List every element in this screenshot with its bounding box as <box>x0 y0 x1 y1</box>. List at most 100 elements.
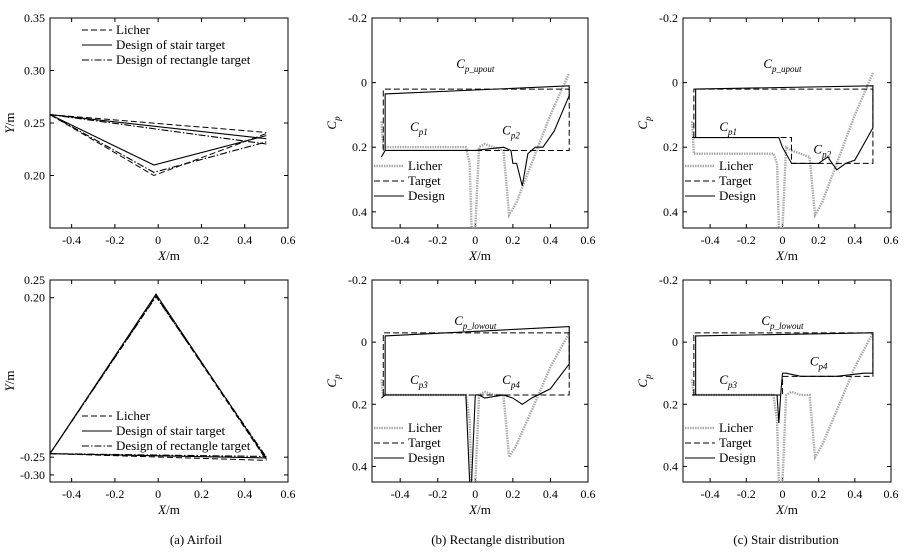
x-tick-label: -0.2 <box>737 233 756 247</box>
y-tick-label: 0 <box>672 335 678 349</box>
caption-a: (a) Airfoil <box>170 532 223 547</box>
axes-frame <box>371 17 589 229</box>
annotation-label: Cp4 <box>502 372 520 390</box>
legend-entry: Target <box>408 173 441 188</box>
y-tick-label: 0.35 <box>24 11 45 25</box>
x-axis-label: X/m <box>775 502 798 517</box>
panel-lower-stair-cp: -0.4 -0.2 0 0.2 0.4 0.6 -0.2 0 0.2 0.4 X/m Cp Cp_low… <box>635 273 899 517</box>
x-tick-label: -0.2 <box>428 487 447 501</box>
x-tick-label: 0.6 <box>884 233 899 247</box>
y-tick-label: -0.2 <box>659 11 678 25</box>
y-tick-label: 0.4 <box>663 459 678 473</box>
x-axis-label: X/m <box>468 502 491 517</box>
x-tick-label: 0.2 <box>811 233 826 247</box>
caption-b: (b) Rectangle distribution <box>431 532 565 547</box>
x-tick-label: -0.4 <box>62 487 81 501</box>
legend-entry: Licher <box>408 158 443 173</box>
x-tick-label: 0 <box>472 487 478 501</box>
x-tick-label: 0.4 <box>847 487 862 501</box>
panel-lower-airfoil: -0.4 -0.2 0 0.2 0.4 0.6 -0.30 -0.25 0.20 0.25 X/m Y… <box>2 273 296 517</box>
series-design-of-stair-target <box>50 114 267 166</box>
x-tick-label: 0 <box>155 233 161 247</box>
x-tick-label: -0.4 <box>62 233 81 247</box>
x-tick-label: -0.4 <box>701 233 720 247</box>
legend-entry: Licher <box>719 158 754 173</box>
legend-entry: Design of stair target <box>116 423 226 438</box>
series-design-of-rectangle-target-upper-surface <box>50 114 267 145</box>
legend-entry: Licher <box>408 420 443 435</box>
x-tick-label: 0.6 <box>581 233 596 247</box>
y-tick-label: 0.2 <box>352 397 367 411</box>
y-tick-label: 0.2 <box>663 140 678 154</box>
y-tick-label: 0.4 <box>352 205 367 219</box>
x-axis-label: X/m <box>157 248 180 263</box>
legend-entry: Target <box>719 173 752 188</box>
series-design <box>380 85 570 187</box>
y-tick-label: 0 <box>361 335 367 349</box>
x-tick-label: 0 <box>472 233 478 247</box>
y-tick-label: -0.2 <box>348 11 367 25</box>
y-tick-label: -0.2 <box>659 273 678 287</box>
x-tick-label: 0.2 <box>194 233 209 247</box>
x-tick-label: 0.4 <box>543 487 558 501</box>
y-axis-label: Y/m <box>2 371 17 392</box>
annotation-label: Cp_upout <box>456 56 495 74</box>
axes-frame <box>371 279 589 483</box>
y-tick-label: -0.25 <box>20 450 45 464</box>
annotation-label: Cp_upout <box>763 56 802 74</box>
series-licher <box>690 332 874 482</box>
panel-upper-stair-cp: -0.4 -0.2 0 0.2 0.4 0.6 -0.2 0 0.2 0.4 X/m Cp Cp_upo… <box>635 11 899 263</box>
annotation-label: Cp_lowout <box>454 313 497 331</box>
series-design-of-stair-target-upper-surface <box>50 114 267 140</box>
annotation-label: Cp1 <box>719 119 737 137</box>
annotation-label: Cp2 <box>813 142 831 160</box>
y-tick-label: 0.30 <box>24 64 45 78</box>
y-tick-label: 0.2 <box>352 140 367 154</box>
x-tick-label: 0.4 <box>237 233 252 247</box>
x-tick-label: -0.4 <box>391 233 410 247</box>
y-tick-label: 0.25 <box>24 116 45 130</box>
annotation-label: Cp2 <box>502 122 520 140</box>
legend-entry: Design <box>408 450 445 465</box>
series-design-of-rectangle-target-upper-surface <box>50 453 267 458</box>
x-tick-label: -0.2 <box>737 487 756 501</box>
x-tick-label: 0.4 <box>543 233 558 247</box>
x-tick-label: -0.4 <box>391 487 410 501</box>
y-tick-label: 0.2 <box>663 397 678 411</box>
x-tick-label: 0 <box>779 233 785 247</box>
y-axis-label: Cp <box>324 116 342 130</box>
legend-entry: Licher <box>116 22 151 37</box>
x-tick-label: -0.4 <box>701 487 720 501</box>
series-design <box>692 85 874 171</box>
axes-frame <box>682 17 892 229</box>
y-tick-label: 0.20 <box>24 291 45 305</box>
legend-entry: Licher <box>719 420 754 435</box>
y-axis-label: Cp <box>324 374 342 388</box>
x-tick-label: 0.6 <box>281 233 296 247</box>
x-tick-label: -0.2 <box>105 487 124 501</box>
legend-entry: Design <box>719 450 756 465</box>
series-target <box>693 88 874 164</box>
x-axis-label: X/m <box>157 502 180 517</box>
y-tick-label: -0.2 <box>348 273 367 287</box>
x-tick-label: 0 <box>779 487 785 501</box>
series-target <box>693 332 874 396</box>
axes-frame <box>49 279 289 483</box>
legend-entry: Licher <box>116 408 151 423</box>
caption-c: (c) Stair distribution <box>733 532 839 547</box>
legend-entry: Design of rectangle target <box>116 52 251 67</box>
annotation-label: Cp1 <box>410 119 428 137</box>
y-axis-label: Y/m <box>2 113 17 134</box>
x-axis-label: X/m <box>775 248 798 263</box>
x-tick-label: 0.2 <box>505 487 520 501</box>
legend-entry: Design of stair target <box>116 37 226 52</box>
x-tick-label: 0.2 <box>194 487 209 501</box>
legend-entry: Design of rectangle target <box>116 438 251 453</box>
panel-upper-rect-cp: -0.4 -0.2 0 0.2 0.4 0.6 -0.2 0 0.2 0.4 X/m Cp Cp_upo… <box>324 11 596 263</box>
legend-entry: Design <box>719 188 756 203</box>
